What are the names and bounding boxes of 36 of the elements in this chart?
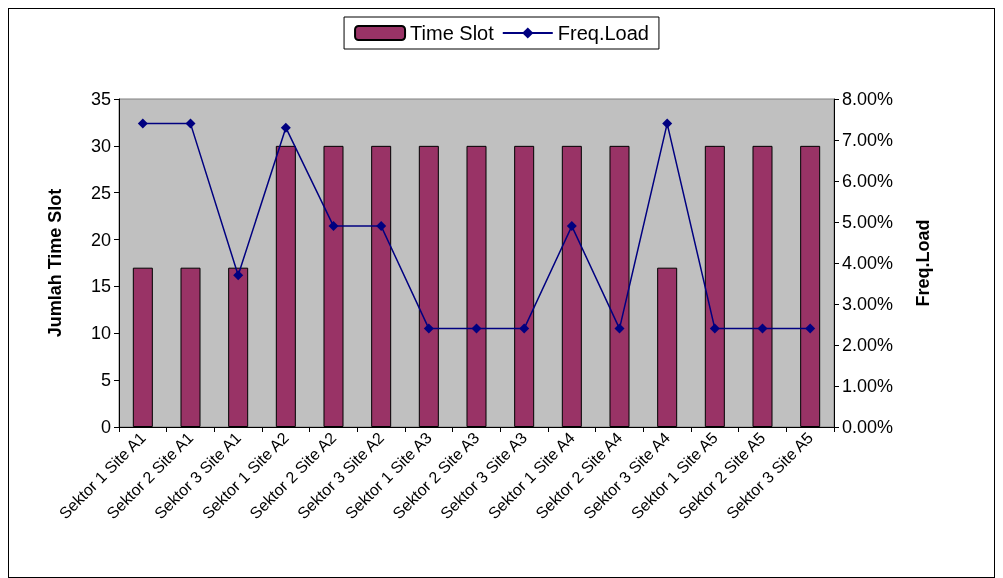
legend-label: Freq.Load <box>557 22 649 44</box>
y2-tick-label: 4.00% <box>842 253 894 273</box>
y-tick-label: 30 <box>90 135 111 156</box>
point <box>280 122 291 133</box>
point <box>614 323 625 334</box>
y-tick-label: 20 <box>90 229 111 250</box>
point <box>757 323 768 334</box>
y2-tick-label: 7.00% <box>842 130 894 150</box>
y-tick-label: 35 <box>90 89 111 109</box>
y-axis-title: Jumlah Time Slot <box>45 188 65 338</box>
point <box>519 323 530 334</box>
legend-label: Time Slot <box>410 22 495 44</box>
y-tick-label: 25 <box>90 182 111 203</box>
point <box>566 221 577 232</box>
y2-axis-title: Freq.Load <box>913 219 933 307</box>
point <box>328 221 339 232</box>
point <box>233 270 244 281</box>
point <box>471 323 482 334</box>
y2-tick-label: 6.00% <box>842 171 894 191</box>
point <box>662 118 673 129</box>
y2-tick-label: 3.00% <box>842 294 894 314</box>
y-tick-label: 15 <box>90 276 111 297</box>
point <box>423 323 434 334</box>
y2-tick-label: 8.00% <box>842 89 894 109</box>
point <box>709 323 720 334</box>
y-tick-label: 10 <box>90 323 111 344</box>
point <box>376 221 387 232</box>
point <box>805 323 816 334</box>
y-tick-label: 5 <box>100 370 111 391</box>
y2-tick-label: 2.00% <box>842 335 894 355</box>
point <box>137 118 148 129</box>
y-tick-label: 0 <box>100 417 111 437</box>
point <box>185 118 196 129</box>
y2-tick-label: 1.00% <box>842 376 894 396</box>
y2-tick-label: 5.00% <box>842 212 894 232</box>
y2-tick-label: 0.00% <box>842 417 894 437</box>
